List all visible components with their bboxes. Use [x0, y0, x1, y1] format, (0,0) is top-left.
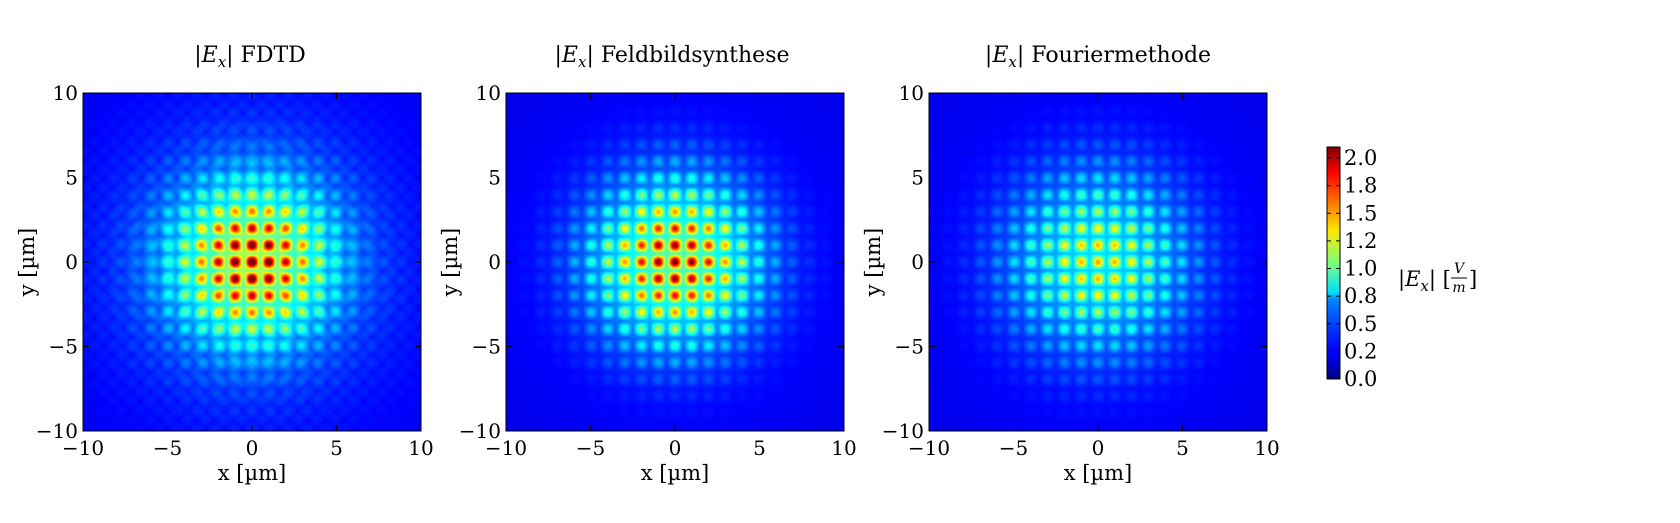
- x-tick-label: −5: [153, 436, 182, 460]
- colorbar-unit-numerator: V: [1454, 261, 1466, 277]
- x-tick-label: 5: [330, 436, 343, 460]
- y-tick-label: −5: [895, 335, 924, 359]
- y-tick-label: −10: [459, 419, 501, 443]
- colorbar-tick-label: 1.8: [1344, 174, 1377, 198]
- panel-title: |Ex| Feldbildsynthese: [554, 43, 789, 71]
- colorbar-tick-label: 0.8: [1344, 284, 1377, 308]
- y-tick-label: −5: [49, 335, 78, 359]
- y-tick-label: 5: [911, 166, 924, 190]
- y-tick-label: 10: [899, 81, 924, 105]
- x-tick-label: 0: [1092, 436, 1105, 460]
- y-tick-label: 10: [53, 81, 78, 105]
- y-tick-label: −10: [882, 419, 924, 443]
- colorbar-label-close: ]: [1469, 267, 1477, 291]
- x-tick-label: 5: [1176, 436, 1189, 460]
- x-axis-label: x [µm]: [641, 461, 709, 485]
- x-tick-label: 10: [831, 436, 856, 460]
- heatmap-image: [929, 93, 1267, 431]
- x-tick-label: 0: [246, 436, 259, 460]
- panel-fdtd: |Ex| FDTD −10 −5 0 5 10 10 5 0 −5 −10 x [µm] y [µ…: [15, 43, 434, 485]
- x-tick-label: −10: [485, 436, 527, 460]
- colorbar-tick-label: 1.0: [1344, 257, 1377, 281]
- colorbar-ticks: 2.0 1.8 1.5 1.2 1.0 0.8 0.5 0.2 0.0: [1327, 146, 1377, 391]
- colorbar: 2.0 1.8 1.5 1.2 1.0 0.8 0.5 0.2 0.0 |Ex| [ V m ]: [1326, 146, 1477, 391]
- colorbar-gradient: [1326, 146, 1341, 380]
- panel-fouriermethode: |Ex| Fouriermethode −10 −5 0 5 10 10 5 0 −5 −10 x…: [861, 43, 1280, 485]
- heatmap-image: [83, 93, 421, 431]
- x-tick-label: 5: [753, 436, 766, 460]
- x-axis-label: x [µm]: [218, 461, 286, 485]
- x-tick-label: −10: [62, 436, 104, 460]
- y-tick-label: 5: [488, 166, 501, 190]
- panel-title: |Ex| FDTD: [194, 43, 306, 71]
- panel-title: |Ex| Fouriermethode: [985, 43, 1211, 71]
- y-axis-label: y [µm]: [438, 228, 462, 298]
- y-tick-label: −10: [36, 419, 78, 443]
- y-tick-label: 5: [65, 166, 78, 190]
- colorbar-label: |Ex| [: [1398, 267, 1451, 295]
- x-tick-label: 0: [669, 436, 682, 460]
- y-tick-label: 0: [65, 250, 78, 274]
- y-tick-label: 0: [488, 250, 501, 274]
- y-axis-label: y [µm]: [15, 228, 39, 298]
- x-tick-label: 10: [408, 436, 433, 460]
- y-axis-label: y [µm]: [861, 228, 885, 298]
- panel-feldbildsynthese: |Ex| Feldbildsynthese −10 −5 0 5 10 10 5 0 −5 −10…: [438, 43, 857, 485]
- colorbar-unit-denominator: m: [1452, 280, 1465, 296]
- colorbar-tick-label: 2.0: [1344, 146, 1377, 170]
- x-axis-label: x [µm]: [1064, 461, 1132, 485]
- colorbar-tick-label: 0.2: [1344, 339, 1377, 363]
- y-tick-label: 10: [476, 81, 501, 105]
- y-tick-label: −5: [472, 335, 501, 359]
- x-tick-label: −5: [576, 436, 605, 460]
- x-tick-label: −5: [999, 436, 1028, 460]
- colorbar-tick-label: 1.2: [1344, 229, 1377, 253]
- x-tick-label: −10: [908, 436, 950, 460]
- colorbar-tick-label: 1.5: [1344, 201, 1377, 225]
- colorbar-tick-label: 0.5: [1344, 312, 1377, 336]
- x-tick-label: 10: [1254, 436, 1279, 460]
- heatmap-image: [506, 93, 844, 431]
- colorbar-tick-label: 0.0: [1344, 367, 1377, 391]
- y-tick-label: 0: [911, 250, 924, 274]
